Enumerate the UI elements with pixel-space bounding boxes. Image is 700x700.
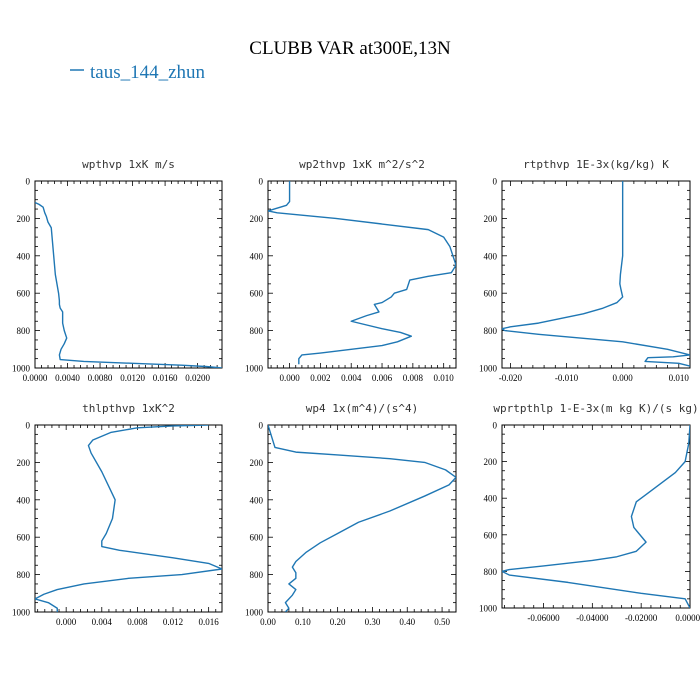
- x-tick-label: 0.000: [613, 373, 634, 383]
- series-line-1: [35, 425, 222, 612]
- x-tick-label: 0.004: [92, 617, 113, 627]
- y-tick-label: 0: [26, 177, 31, 187]
- series-line-1: [502, 425, 690, 608]
- x-tick-label: 0.012: [163, 617, 183, 627]
- y-tick-label: 1000: [12, 364, 31, 374]
- x-tick-label: 0.010: [669, 373, 690, 383]
- y-tick-label: 200: [250, 458, 264, 468]
- x-tick-label: 0.002: [310, 373, 330, 383]
- panel-title: wp2thvp 1xK m^2/s^2: [299, 158, 425, 171]
- x-tick-label: 0.30: [365, 617, 381, 627]
- y-tick-label: 800: [17, 570, 31, 580]
- x-tick-label: 0.0000: [23, 373, 48, 383]
- y-tick-label: 800: [250, 570, 264, 580]
- y-tick-label: 800: [484, 567, 498, 577]
- y-tick-label: 1000: [245, 608, 264, 618]
- y-tick-label: 600: [17, 289, 31, 299]
- x-tick-label: 0.0160: [153, 373, 178, 383]
- x-tick-label: 0.000: [279, 373, 300, 383]
- y-tick-label: 200: [17, 214, 31, 224]
- y-tick-label: 400: [17, 495, 31, 505]
- x-tick-label: 0.016: [199, 617, 220, 627]
- panel-title: wpthvp 1xK m/s: [82, 158, 175, 171]
- x-tick-label: -0.02000: [625, 613, 658, 623]
- y-tick-label: 800: [17, 326, 31, 336]
- series-line-1: [268, 425, 456, 612]
- y-tick-label: 600: [484, 530, 498, 540]
- series-line-1: [35, 201, 222, 368]
- y-tick-label: 200: [484, 214, 498, 224]
- x-tick-label: 0.008: [403, 373, 424, 383]
- x-tick-label: -0.06000: [527, 613, 560, 623]
- x-tick-label: 0.10: [295, 617, 311, 627]
- x-tick-label: -0.04000: [576, 613, 609, 623]
- y-tick-label: 600: [484, 289, 498, 299]
- panel-title: wprtpthlp 1-E-3x(m kg K)/(s kg): [493, 402, 698, 415]
- x-tick-label: -0.010: [555, 373, 579, 383]
- x-tick-label: 0.50: [434, 617, 450, 627]
- y-tick-label: 1000: [479, 604, 498, 614]
- y-tick-label: 200: [484, 457, 498, 467]
- y-tick-label: 200: [250, 214, 264, 224]
- panel-6: wprtpthlp 1-E-3x(m kg K)/(s kg) 0 200 400 60…: [479, 402, 700, 623]
- panel-4: thlpthvp 1xK^2 0 200 400 600 800 1000 0.000 0.00…: [12, 402, 223, 627]
- figure-title: CLUBB VAR at300E,13N: [249, 38, 451, 59]
- y-tick-label: 600: [250, 289, 264, 299]
- x-tick-label: 0.20: [330, 617, 346, 627]
- series-line-1: [268, 181, 456, 365]
- panel-title: thlpthvp 1xK^2: [82, 402, 175, 415]
- y-tick-label: 0: [26, 421, 31, 431]
- panel-3: rtpthvp 1E-3x(kg/kg) K02004006008001000-…: [479, 158, 691, 383]
- y-tick-label: 800: [484, 326, 498, 336]
- y-tick-label: 400: [484, 251, 498, 261]
- y-tick-label: 0: [259, 177, 264, 187]
- x-tick-label: 0.0040: [55, 373, 80, 383]
- x-tick-label: 0.000: [56, 617, 77, 627]
- legend-label: taus_144_zhun: [90, 62, 206, 83]
- y-tick-label: 0: [493, 421, 498, 431]
- y-tick-label: 0: [493, 177, 498, 187]
- series-line-1: [502, 181, 690, 367]
- panel-title: wp4 1x(m^4)/(s^4): [306, 402, 419, 415]
- y-tick-label: 600: [17, 533, 31, 543]
- figure-legend: taus_144_zhun: [70, 62, 206, 83]
- x-tick-label: 0.004: [341, 373, 362, 383]
- y-tick-label: 400: [250, 495, 264, 505]
- x-tick-label: 0.40: [399, 617, 415, 627]
- y-tick-label: 400: [484, 494, 498, 504]
- x-tick-label: 0.00: [260, 617, 276, 627]
- x-tick-label: 0.0080: [88, 373, 113, 383]
- y-tick-label: 400: [250, 251, 264, 261]
- y-tick-label: 800: [250, 326, 264, 336]
- x-tick-label: 0.0120: [120, 373, 145, 383]
- x-tick-label: 0.010: [434, 373, 455, 383]
- x-tick-label: -0.020: [499, 373, 523, 383]
- y-tick-label: 600: [250, 533, 264, 543]
- y-tick-label: 0: [259, 421, 264, 431]
- panel-2: wp2thvp 1xK m^2/s^2 0 200 400 600 800 1000 0.00…: [245, 158, 457, 383]
- panel-title: rtpthvp 1E-3x(kg/kg) K: [523, 158, 669, 171]
- y-tick-label: 1000: [245, 364, 264, 374]
- x-tick-label: 0.0200: [185, 373, 210, 383]
- x-tick-label: 0.008: [127, 617, 148, 627]
- y-tick-label: 1000: [12, 608, 31, 618]
- y-tick-label: 400: [17, 251, 31, 261]
- y-tick-label: 200: [17, 458, 31, 468]
- y-tick-label: 1000: [479, 364, 498, 374]
- x-tick-label: 0.006: [372, 373, 393, 383]
